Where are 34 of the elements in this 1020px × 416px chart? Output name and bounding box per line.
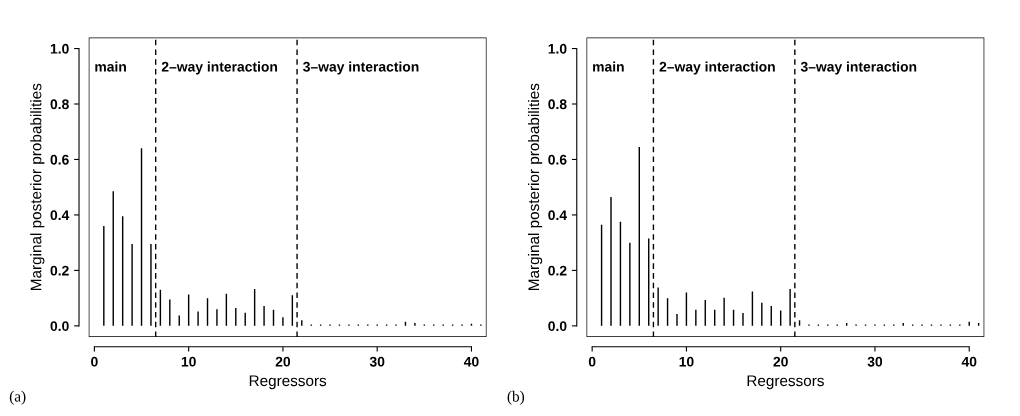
- x-tick-label: 0: [588, 356, 596, 367]
- x-tick-label: 20: [773, 356, 788, 367]
- y-tick-label: 0.0: [50, 321, 69, 332]
- text: (b): [507, 390, 525, 405]
- y-axis-title: Marginal posterior probabilities: [527, 83, 543, 290]
- y-tick-label: 0.2: [548, 265, 567, 276]
- y-tick-label: 1.0: [50, 43, 69, 54]
- annotation: 2–way interaction: [161, 61, 278, 75]
- y-tick-label: 0.6: [548, 154, 567, 165]
- x-tick-label: 30: [867, 356, 883, 367]
- annotation: 3–way interaction: [800, 61, 917, 75]
- x-tick-label: 40: [961, 356, 977, 367]
- annotation: main: [593, 61, 624, 72]
- annotation: main: [95, 61, 126, 72]
- y-axis-title: Marginal posterior probabilities: [30, 83, 45, 290]
- x-tick-label: 40: [463, 356, 479, 367]
- x-tick-label: 20: [275, 356, 291, 367]
- x-axis-title: Regressors: [249, 375, 327, 390]
- annotation: 2–way interaction: [659, 61, 775, 75]
- x-tick-label: 10: [679, 356, 694, 367]
- y-tick-label: 0.6: [50, 154, 69, 165]
- y-tick-label: 0.0: [548, 321, 567, 332]
- x-tick-label: 0: [91, 356, 98, 367]
- y-tick-label: 1.0: [548, 43, 567, 54]
- x-tick-label: 10: [181, 356, 196, 367]
- y-tick-label: 0.4: [50, 210, 70, 221]
- y-tick-label: 0.4: [548, 210, 567, 221]
- annotation: 3–way interaction: [303, 61, 419, 75]
- y-tick-label: 0.2: [50, 265, 69, 276]
- text: (a): [9, 390, 26, 405]
- x-tick-label: 30: [369, 356, 385, 367]
- y-tick-label: 0.8: [50, 99, 69, 110]
- x-axis-title: Regressors: [747, 375, 824, 390]
- y-tick-label: 0.8: [548, 99, 567, 110]
